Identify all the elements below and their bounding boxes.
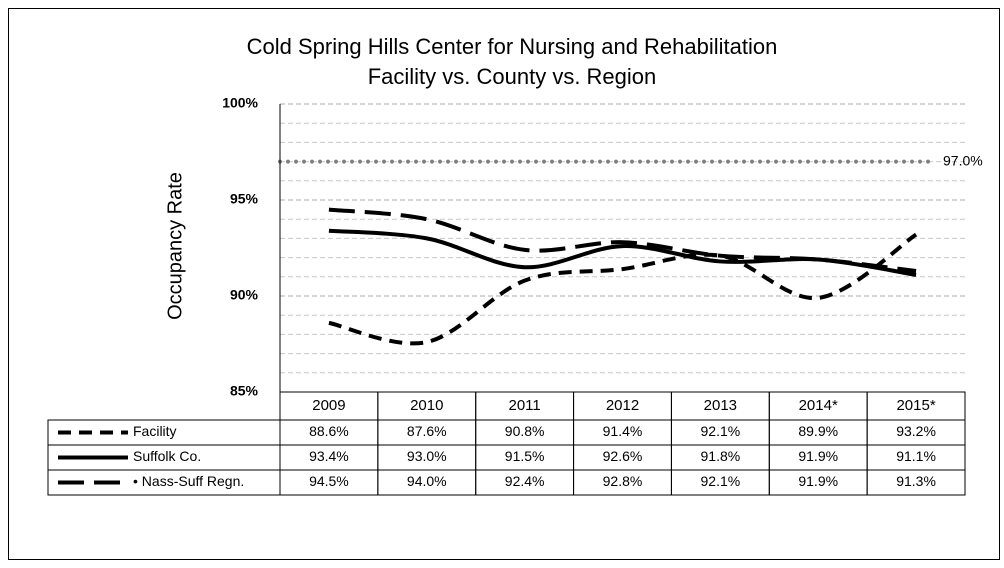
legend-label: • Nass-Suff Regn. — [133, 473, 244, 489]
table-value: 91.1% — [896, 448, 936, 464]
x-tick-label: 2011 — [509, 397, 541, 414]
table-value: 91.5% — [505, 448, 545, 464]
table-value: 92.6% — [603, 448, 643, 464]
table-value: 91.3% — [896, 473, 936, 489]
table-value: 93.0% — [407, 448, 447, 464]
table-value: 92.4% — [505, 473, 545, 489]
x-tick-label: 2015* — [896, 397, 935, 414]
y-tick-label: 90% — [230, 287, 259, 303]
chart-border — [8, 8, 1000, 560]
x-tick-label: 2014* — [799, 397, 838, 414]
series-line — [328, 228, 917, 277]
table-value: 91.9% — [798, 448, 838, 464]
table-value: 93.2% — [896, 423, 936, 439]
series-line — [328, 207, 917, 274]
table-value: 93.4% — [309, 448, 349, 464]
series-line — [328, 232, 918, 346]
legend-label: Suffolk Co. — [133, 448, 201, 464]
y-tick-label: 95% — [230, 191, 259, 207]
table-value: 94.5% — [309, 473, 349, 489]
table-value: 87.6% — [407, 423, 447, 439]
x-tick-label: 2009 — [312, 397, 345, 414]
table-value: 91.4% — [603, 423, 643, 439]
x-tick-label: 2013 — [704, 397, 737, 414]
chart-subtitle: Facility vs. County vs. Region — [368, 64, 657, 89]
table-value: 91.9% — [798, 473, 838, 489]
legend-label: Facility — [133, 423, 177, 439]
table-value: 94.0% — [407, 473, 447, 489]
table-value: 89.9% — [798, 423, 838, 439]
table-value: 92.8% — [603, 473, 643, 489]
y-axis-label: Occupancy Rate — [164, 172, 186, 320]
y-tick-label: 85% — [230, 383, 259, 399]
table-value: 91.8% — [701, 448, 741, 464]
chart-title: Cold Spring Hills Center for Nursing and… — [247, 34, 778, 59]
table-cell — [866, 469, 966, 496]
table-value: 92.1% — [701, 473, 741, 489]
table-value: 88.6% — [309, 423, 349, 439]
table-value: 92.1% — [701, 423, 741, 439]
x-tick-label: 2010 — [410, 397, 443, 414]
table-value: 90.8% — [505, 423, 545, 439]
target-label: 97.0% — [943, 152, 983, 168]
x-tick-label: 2012 — [606, 397, 639, 414]
y-tick-label: 100% — [222, 95, 258, 111]
